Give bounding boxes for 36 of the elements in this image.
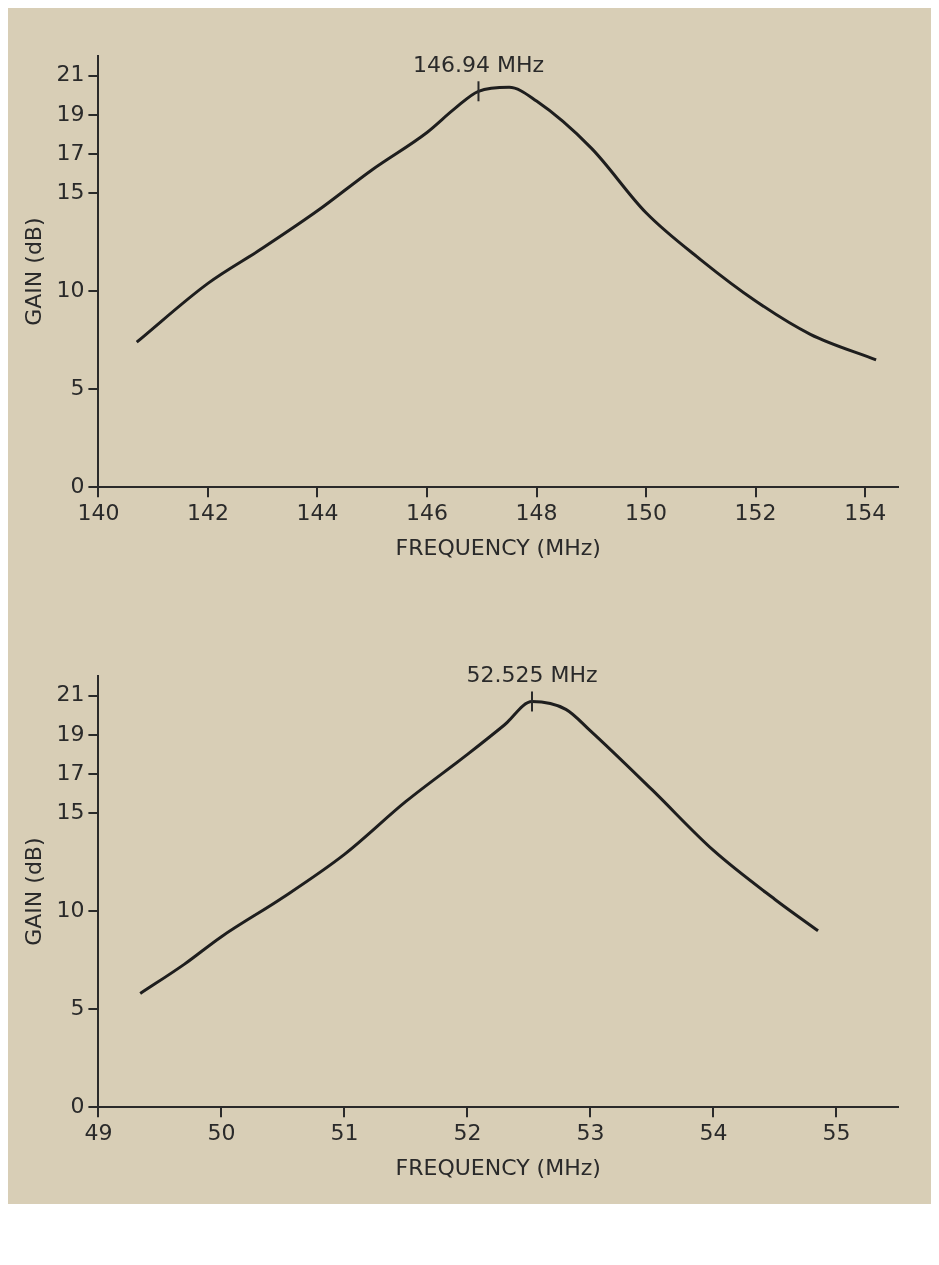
x-tick-label: 51 <box>330 1120 359 1146</box>
x-tick-label: 150 <box>625 500 668 526</box>
y-tick-label: 10 <box>56 276 85 302</box>
y-tick-label: 15 <box>56 798 85 824</box>
x-tick-label: 152 <box>734 500 777 526</box>
x-tick-label: 52 <box>453 1120 482 1146</box>
y-tick-label: 10 <box>56 896 85 922</box>
x-tick-label: 55 <box>822 1120 851 1146</box>
x-axis-title: FREQUENCY (MHz) <box>395 1154 601 1180</box>
y-tick-label: 5 <box>70 374 85 400</box>
x-tick-label: 146 <box>406 500 448 526</box>
annotation: 52.525 MHz <box>466 662 598 688</box>
y-tick-label: 19 <box>56 720 85 746</box>
x-tick-label: 54 <box>699 1120 728 1146</box>
x-tick-label: 140 <box>77 500 120 526</box>
x-tick-label: 49 <box>84 1120 113 1146</box>
y-tick-label: 15 <box>56 178 85 204</box>
y-tick-label: 17 <box>56 759 85 785</box>
x-tick-label: 154 <box>844 500 887 526</box>
x-tick-label: 148 <box>515 500 558 526</box>
annotation: 146.94 MHz <box>412 52 544 77</box>
line-series <box>135 85 878 362</box>
y-tick-label: 21 <box>56 61 85 87</box>
x-tick-label: 50 <box>207 1120 236 1146</box>
y-tick-label: 5 <box>70 994 85 1020</box>
y-tick-label: 19 <box>56 100 85 126</box>
x-tick-label: 142 <box>186 500 229 526</box>
y-tick-label: 21 <box>56 681 85 707</box>
y-axis-title: GAIN (dB) <box>20 217 46 326</box>
y-axis-title: GAIN (dB) <box>20 837 46 946</box>
y-tick-label: 0 <box>70 1092 85 1118</box>
x-axis-title: FREQUENCY (MHz) <box>395 534 601 560</box>
x-tick-label: 53 <box>576 1120 605 1146</box>
y-tick-label: 17 <box>56 139 85 165</box>
x-tick-label: 144 <box>296 500 339 526</box>
y-tick-label: 0 <box>70 472 85 498</box>
